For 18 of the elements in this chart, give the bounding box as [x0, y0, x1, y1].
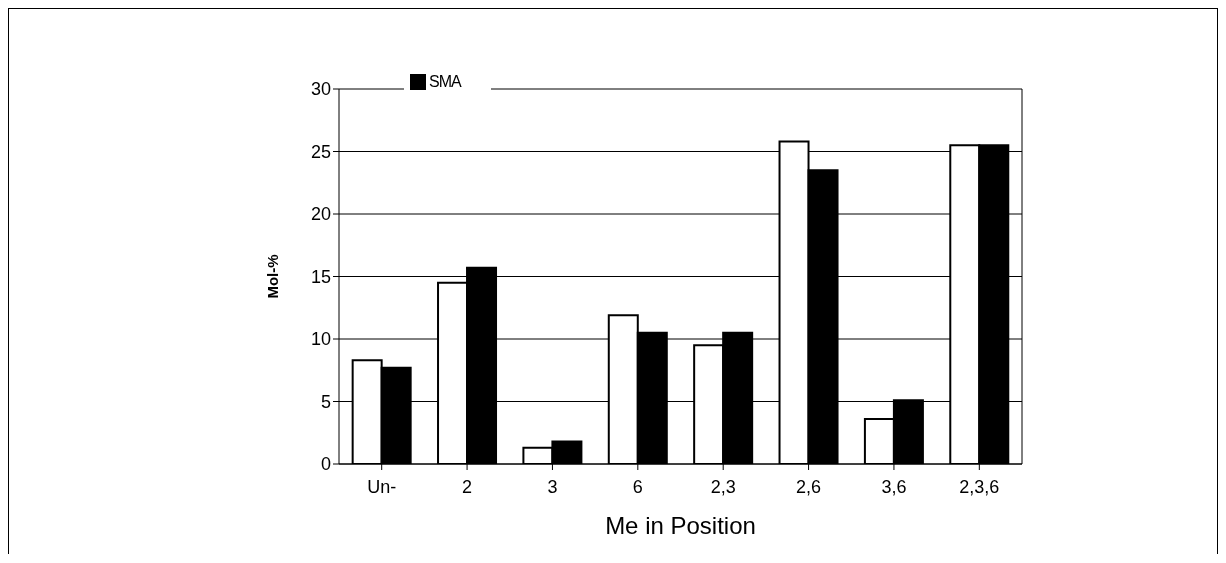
x-tick-label: 3,6	[881, 476, 907, 497]
y-tick-label: 20	[310, 204, 331, 225]
y-tick-label: 5	[320, 391, 331, 412]
y-tick-label: 10	[310, 329, 331, 350]
legend-label: SMA	[429, 73, 461, 91]
y-tick-label: 15	[310, 266, 331, 287]
x-tick-label: 6	[632, 476, 643, 497]
x-axis-title: Me in Position	[605, 512, 756, 539]
y-tick-label: 0	[320, 454, 331, 475]
y-tick-label: 30	[310, 79, 331, 100]
y-tick-label: 25	[310, 141, 331, 162]
x-tick-label: 3	[547, 476, 558, 497]
x-tick-label: 2,3	[710, 476, 736, 497]
x-tick-label: 2,3,6	[959, 476, 1000, 497]
x-tick-label: 2	[462, 476, 473, 497]
y-axis-title: Mol-%	[264, 254, 282, 299]
x-tick-label: Un-	[367, 476, 397, 497]
x-tick-label: 2,6	[796, 476, 822, 497]
